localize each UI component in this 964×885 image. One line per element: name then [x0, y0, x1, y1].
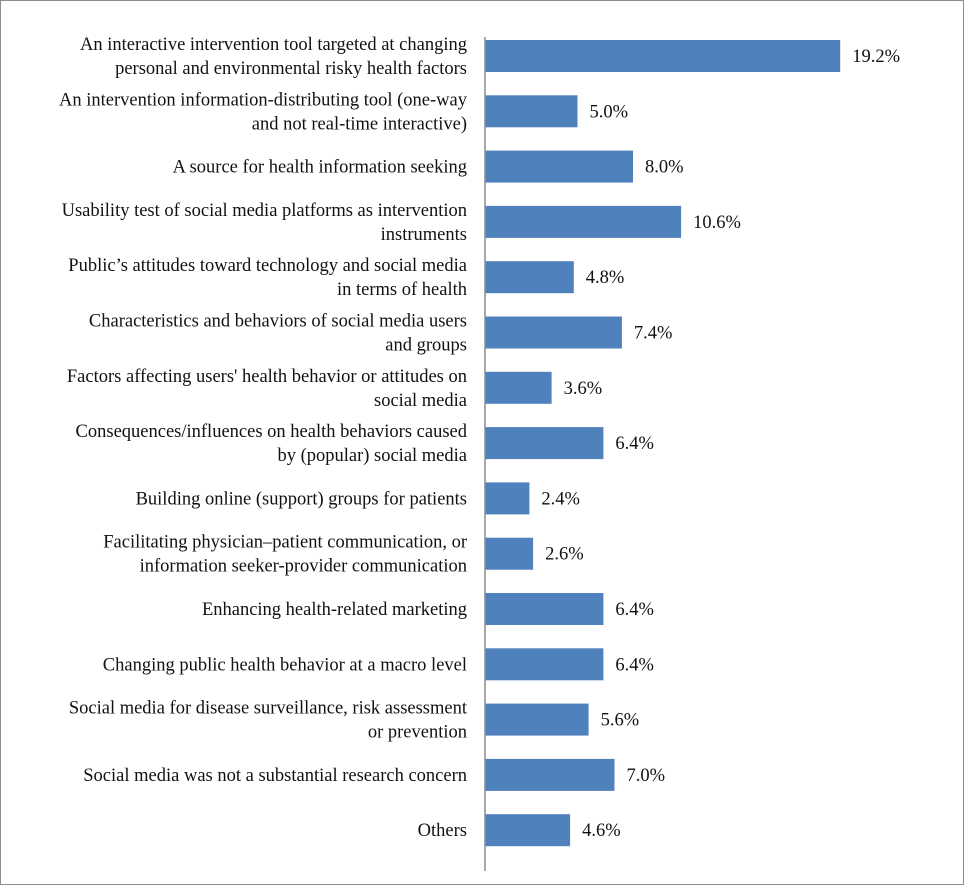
- data-label: 7.0%: [627, 766, 666, 786]
- bar: [485, 95, 578, 128]
- bar: [485, 261, 574, 294]
- category-label: information seeker-provider communicatio…: [140, 557, 467, 577]
- bar: [485, 593, 604, 625]
- category-label: An interactive intervention tool targete…: [80, 35, 467, 55]
- data-label: 5.6%: [601, 711, 640, 731]
- bar: [485, 316, 622, 349]
- data-label: 6.4%: [615, 600, 654, 620]
- data-label: 8.0%: [645, 158, 684, 178]
- category-label: by (popular) social media: [277, 446, 467, 466]
- category-label: Social media for disease surveillance, r…: [69, 699, 468, 719]
- bar: [485, 537, 534, 570]
- category-label: Public’s attitudes toward technology and…: [68, 256, 467, 276]
- category-label: Facilitating physician–patient communica…: [103, 533, 467, 553]
- data-label: 4.6%: [582, 821, 621, 841]
- data-label: 2.6%: [545, 545, 584, 565]
- category-label: Changing public health behavior at a mac…: [103, 655, 467, 675]
- data-label: 5.0%: [590, 102, 629, 122]
- category-label: in terms of health: [337, 280, 467, 300]
- data-label: 6.4%: [615, 434, 654, 454]
- bar: [485, 648, 604, 681]
- bars-layer: [485, 40, 841, 847]
- bar: [485, 205, 682, 238]
- data-label: 3.6%: [564, 379, 603, 399]
- category-label: and not real-time interactive): [252, 114, 467, 134]
- category-label: Factors affecting users' health behavior…: [67, 367, 467, 387]
- category-label: instruments: [381, 225, 467, 245]
- category-label: Building online (support) groups for pat…: [136, 489, 467, 509]
- category-label: Social media was not a substantial resea…: [83, 766, 467, 786]
- category-label: and groups: [385, 336, 467, 356]
- data-label: 7.4%: [634, 324, 673, 344]
- bar: [485, 482, 530, 515]
- bar: [485, 758, 615, 791]
- category-labels: An interactive intervention tool targete…: [59, 35, 468, 841]
- bar: [485, 814, 571, 847]
- bar: [485, 427, 604, 460]
- category-label: social media: [374, 391, 467, 411]
- category-label: or prevention: [368, 723, 467, 743]
- data-label: 4.8%: [586, 268, 625, 288]
- data-labels: 19.2% 5.0% 8.0% 10.6% 4.8% 7.4% 3.6% 6.4% 2.4% 2.…: [541, 47, 900, 841]
- category-label: Consequences/influences on health behavi…: [76, 422, 468, 442]
- bar: [485, 703, 589, 736]
- category-label: A source for health information seeking: [173, 158, 467, 178]
- category-label: An intervention information-distributing…: [59, 90, 468, 110]
- category-label: Usability test of social media platforms…: [62, 201, 467, 221]
- category-label: Others: [418, 821, 467, 841]
- bar: [485, 40, 841, 72]
- data-label: 6.4%: [615, 655, 654, 675]
- data-label: 10.6%: [693, 213, 741, 233]
- bar: [485, 371, 552, 404]
- category-label: personal and environmental risky health …: [115, 59, 467, 79]
- bar: [485, 150, 633, 183]
- data-label: 19.2%: [852, 47, 900, 67]
- category-label: Characteristics and behaviors of social …: [89, 312, 467, 332]
- category-label: Enhancing health-related marketing: [202, 600, 467, 620]
- data-label: 2.4%: [541, 489, 580, 509]
